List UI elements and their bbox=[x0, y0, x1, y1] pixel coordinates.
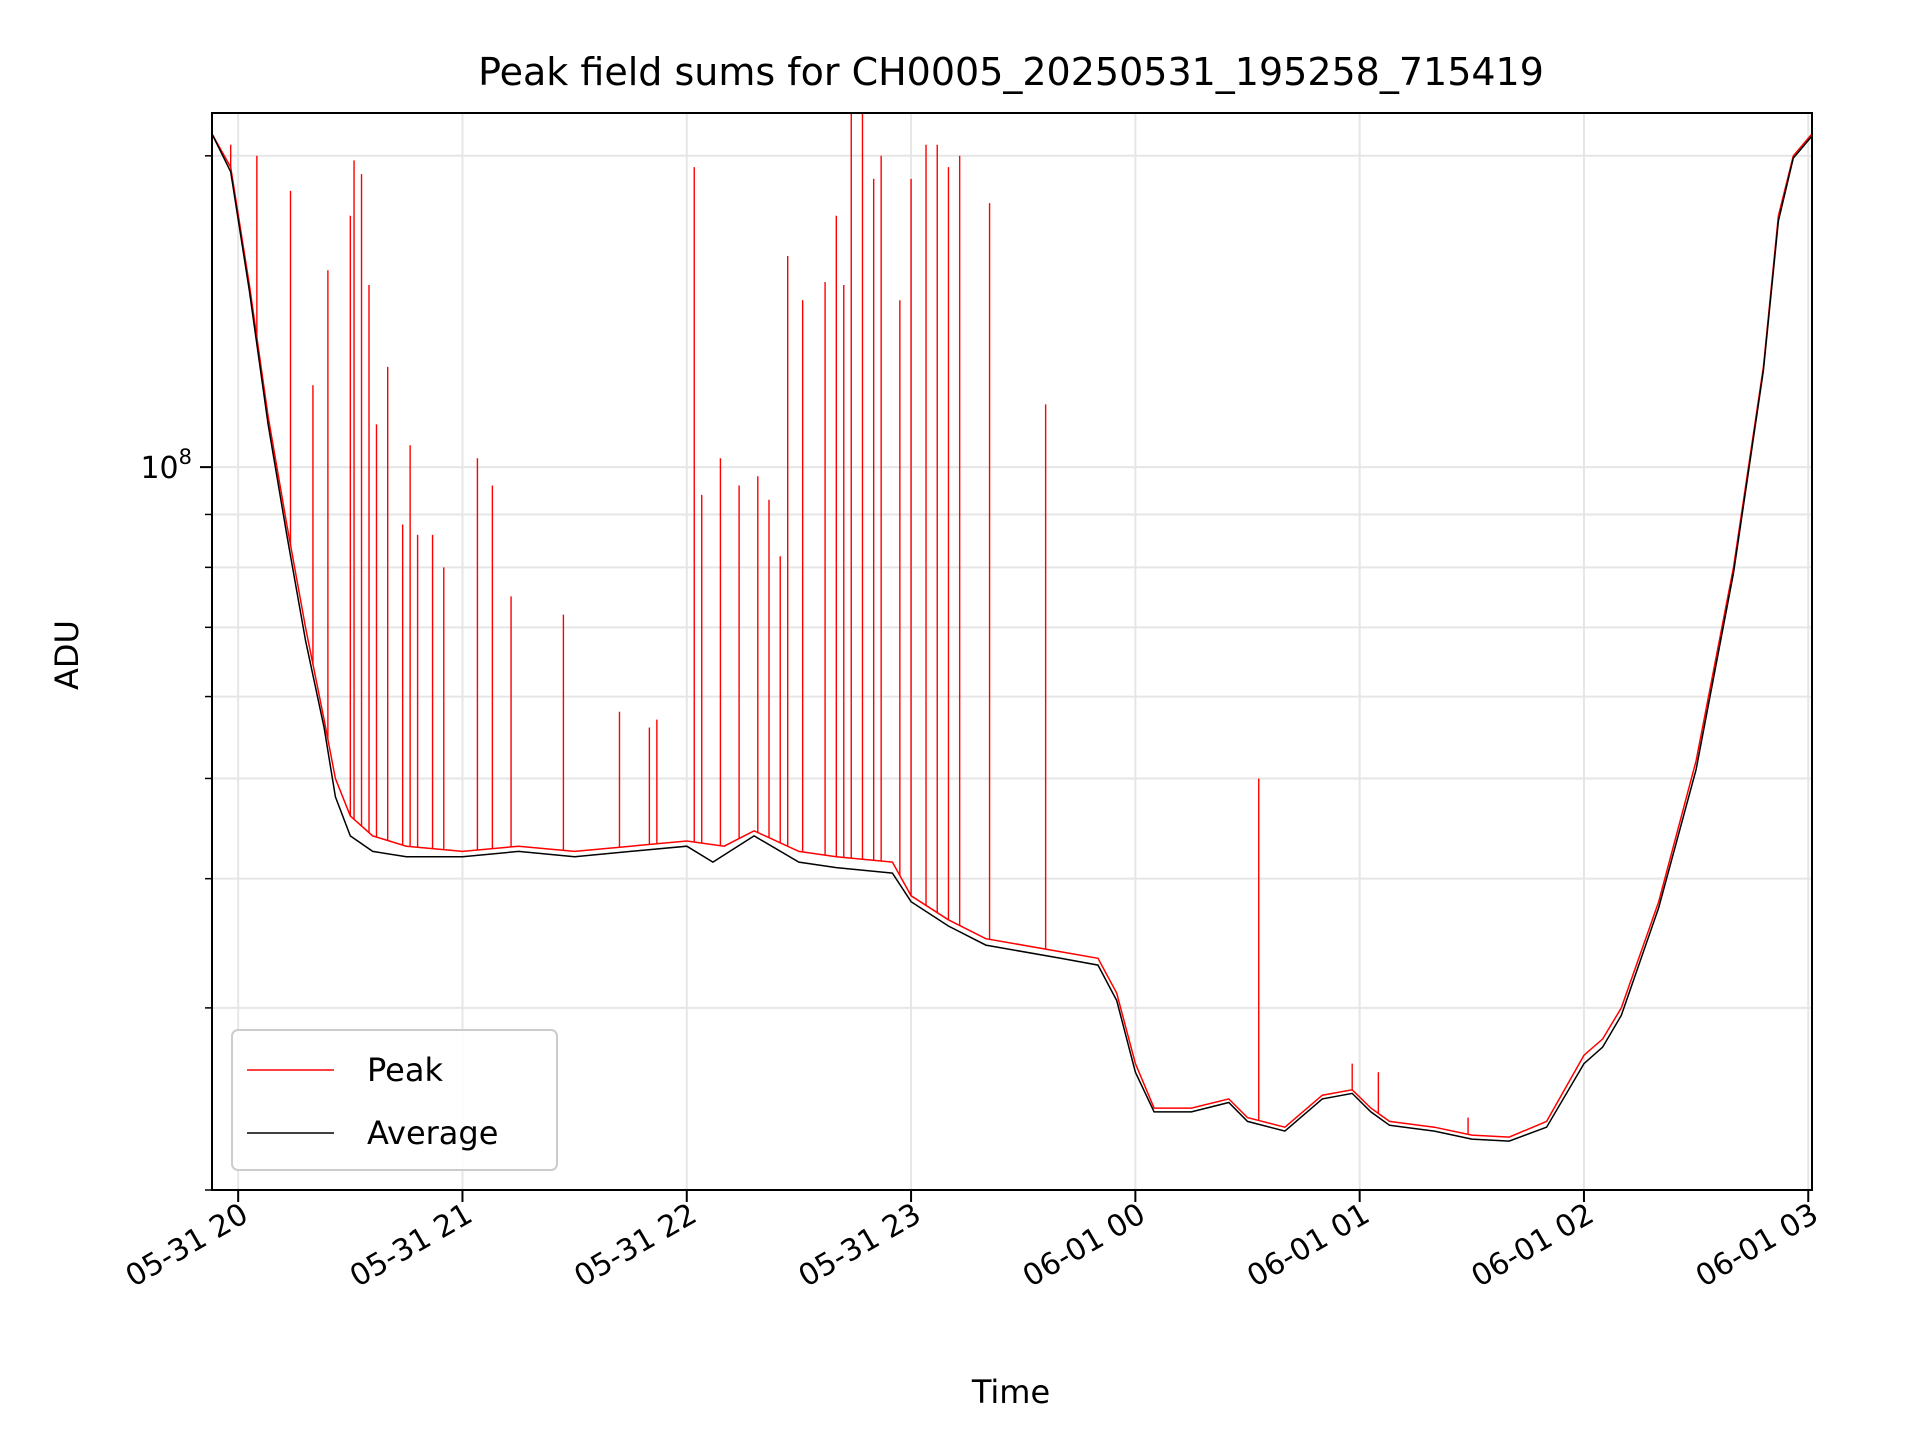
x-tick-label: 06-01 00 bbox=[1017, 1197, 1151, 1295]
x-tick-label: 06-01 01 bbox=[1241, 1197, 1375, 1295]
x-axis-label: Time bbox=[971, 1373, 1050, 1411]
series-line-average bbox=[211, 133, 1813, 1142]
legend: Peak Average bbox=[231, 1029, 558, 1171]
chart-title: Peak field sums for CH0005_20250531_1952… bbox=[478, 50, 1544, 94]
x-tick-label: 05-31 22 bbox=[568, 1197, 702, 1295]
grid bbox=[212, 113, 1812, 1191]
x-tick-label: 05-31 21 bbox=[344, 1197, 478, 1295]
y-tick-label: 108 bbox=[140, 445, 192, 486]
plot-frame bbox=[211, 112, 1813, 1191]
y-axis: 108 bbox=[140, 155, 212, 1191]
legend-box bbox=[231, 1029, 558, 1171]
y-tick-exponent: 8 bbox=[179, 445, 192, 469]
y-tick-base: 10 bbox=[140, 451, 178, 486]
y-axis-label: ADU bbox=[48, 620, 86, 690]
series-line-peak bbox=[211, 133, 1813, 1138]
x-tick-label: 06-01 03 bbox=[1690, 1197, 1824, 1295]
legend-label-peak: Peak bbox=[367, 1051, 443, 1089]
x-axis: 05-31 20 05-31 21 05-31 22 05-31 23 06-01 00… bbox=[120, 1190, 1824, 1294]
x-tick-label: 05-31 23 bbox=[793, 1197, 927, 1295]
x-tick-label: 06-01 02 bbox=[1466, 1197, 1600, 1295]
series-layer bbox=[211, 113, 1813, 1142]
legend-label-average: Average bbox=[367, 1114, 498, 1152]
x-tick-label: 05-31 20 bbox=[120, 1197, 254, 1295]
